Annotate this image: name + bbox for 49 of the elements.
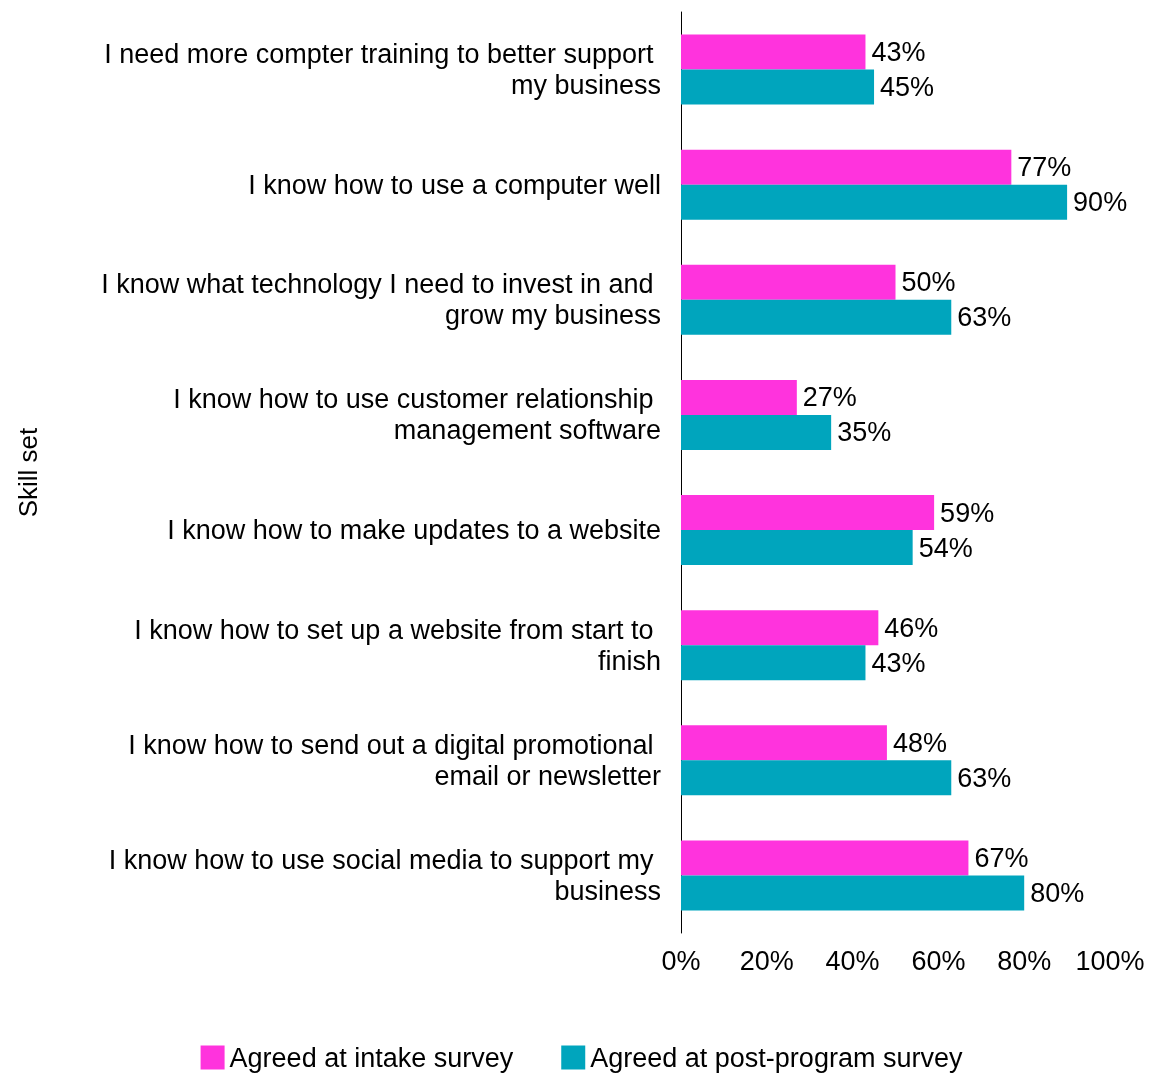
data-label: 45% [880,72,935,103]
data-label: 59% [940,497,995,528]
bar [681,149,1012,185]
legend-label: Agreed at intake survey [229,1042,514,1073]
bar [681,34,866,70]
data-label: 27% [802,382,857,413]
data-label: 43% [871,647,926,678]
y-tick-label: I know how to set up a website from start to finish [134,614,661,676]
data-label: 54% [918,532,973,563]
bar [681,760,952,796]
y-tick-label: I know what technology I need to invest in and grow my business [101,269,661,331]
bar [681,725,887,761]
data-label: 90% [1073,187,1128,218]
x-tick-label: 0% [661,945,701,976]
bar [681,264,896,300]
y-axis-title: Skill set [13,426,43,518]
data-label: 80% [1030,877,1085,908]
data-label: 50% [901,267,956,298]
bar [681,184,1068,220]
x-tick-label: 80% [997,945,1052,976]
bar [681,875,1025,911]
data-label: 46% [884,612,939,643]
y-tick-label: I know how to make updates to a website [167,515,661,546]
bar [681,495,935,531]
y-tick-label: I need more compter training to better support my business [104,39,661,101]
bar [681,645,866,681]
data-label: 63% [957,762,1012,793]
x-tick-label: 60% [911,945,966,976]
bar [681,414,832,450]
x-tick-label: 100% [1075,945,1145,976]
data-label: 43% [871,37,926,68]
data-label: 35% [837,417,892,448]
bar [681,530,913,566]
bar [681,69,875,105]
bar [681,840,969,876]
y-tick-label: I know how to send out a digital promotional email or newsletter [128,729,661,791]
bar [681,610,879,646]
data-label: 67% [974,842,1029,873]
x-tick-label: 40% [825,945,880,976]
x-tick-label: 20% [739,945,794,976]
bar [681,379,797,415]
bar [681,299,952,335]
data-label: 63% [957,302,1012,333]
data-label: 77% [1017,152,1072,183]
legend-label: Agreed at post-program survey [590,1042,963,1073]
data-label: 48% [892,727,947,758]
y-tick-label: I know how to use social media to support my business [108,844,661,906]
y-tick-label: I know how to use a computer well [248,169,661,200]
y-tick-label: I know how to use customer relationship management software [173,384,661,446]
